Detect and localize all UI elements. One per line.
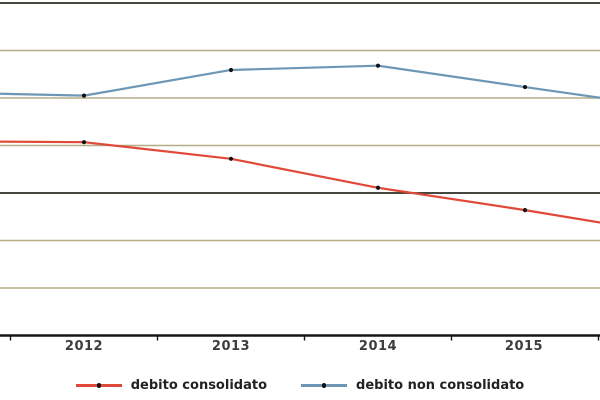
data-point-consolidato-2012 [81, 140, 87, 145]
x-tick-label-2012: 2012 [64, 339, 104, 354]
legend: debito consolidato debito non consolidat… [0, 378, 600, 393]
legend-label-consolidato: debito consolidato [130, 378, 268, 393]
legend-marker-dot-icon [96, 383, 101, 388]
x-tick-label-2015: 2015 [504, 339, 544, 354]
legend-label-non-consolidato: debito non consolidato [356, 378, 525, 393]
x-tick-label-2013: 2013 [211, 339, 251, 354]
data-point-consolidato-2015 [522, 208, 528, 213]
data-point-consolidato-2014 [375, 185, 381, 190]
data-point-consolidato-2013 [228, 156, 234, 161]
data-point-non-consolidato-2014 [375, 63, 381, 68]
x-tick-label-2014: 2014 [358, 339, 398, 354]
legend-line-sample-consolidato [75, 383, 122, 388]
legend-marker-dot-icon [321, 383, 327, 388]
series-line-non-consolidato [0, 64, 600, 99]
data-point-non-consolidato-2013 [228, 67, 234, 73]
legend-item-consolidato: debito consolidato [75, 378, 268, 393]
data-point-non-consolidato-2012 [81, 93, 87, 98]
data-point-non-consolidato-2015 [522, 84, 528, 90]
legend-line-sample-non-consolidato [301, 383, 348, 388]
legend-item-non-consolidato: debito non consolidato [301, 378, 524, 393]
series-line-consolidato [0, 140, 600, 224]
